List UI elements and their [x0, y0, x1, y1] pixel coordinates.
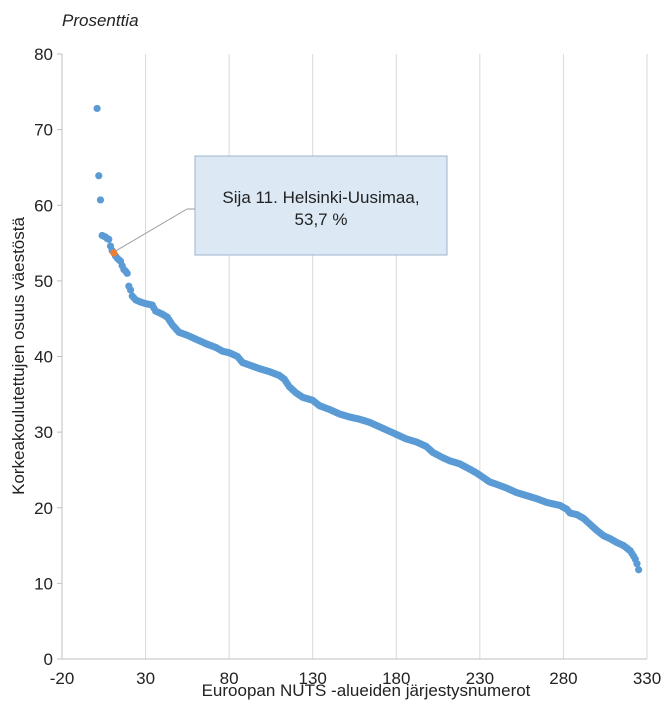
y-tick-label: 0	[44, 650, 53, 669]
data-point	[105, 235, 113, 243]
x-axis-title: Euroopan NUTS -alueiden järjestysnumerot	[202, 681, 531, 700]
data-point	[93, 104, 101, 113]
x-tick-labels: -20 30 80 130 180 230 280 330	[50, 669, 661, 688]
data-point	[95, 172, 103, 180]
x-tick-label: 80	[220, 669, 239, 688]
callout-line-2: 53,7 %	[295, 210, 348, 229]
y-tick-label: 30	[34, 423, 53, 442]
callout-leader-line	[115, 208, 188, 252]
x-tick-label: 130	[299, 669, 327, 688]
x-tick-label: 280	[549, 669, 577, 688]
callout-line-1: Sija 11. Helsinki-Uusimaa,	[222, 188, 419, 207]
y-axis-title: Korkeakoulutettujen osuus väestöstä	[9, 217, 28, 495]
y-tick-label: 80	[34, 45, 53, 64]
data-point	[635, 566, 643, 574]
y-tick-label: 70	[34, 121, 53, 140]
x-tick-label: -20	[50, 669, 75, 688]
x-tick-label: 180	[382, 669, 410, 688]
unit-label: Prosenttia	[62, 11, 139, 30]
y-tick-label: 10	[34, 574, 53, 593]
callout-box	[194, 155, 448, 256]
data-point	[126, 286, 135, 294]
y-tick-labels: 0 10 20 30 40 50 60 70 80	[34, 45, 53, 669]
data-point	[633, 560, 641, 568]
highlight-point	[110, 249, 118, 257]
x-tick-label: 30	[136, 669, 155, 688]
axes	[57, 53, 647, 660]
y-tick-label: 20	[34, 499, 53, 518]
data-points	[93, 104, 643, 574]
x-tick-label: 330	[633, 669, 661, 688]
y-tick-label: 60	[34, 196, 53, 215]
y-tick-label: 50	[34, 272, 53, 291]
data-point	[123, 269, 131, 277]
callout: Sija 11. Helsinki-Uusimaa, 53,7 %	[115, 155, 448, 256]
x-tick-label: 230	[466, 669, 494, 688]
gridlines	[145, 54, 648, 659]
y-tick-label: 40	[34, 348, 53, 367]
data-point	[96, 196, 105, 204]
